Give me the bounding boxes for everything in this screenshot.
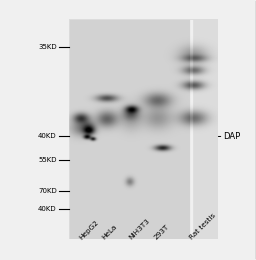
Bar — [218, 1, 255, 259]
Bar — [1, 1, 69, 259]
Text: NIH3T3: NIH3T3 — [127, 218, 151, 241]
Text: 70KD: 70KD — [38, 188, 57, 194]
Text: HeLa: HeLa — [101, 224, 118, 241]
Bar — [1, 1, 255, 19]
Text: Rat testis: Rat testis — [189, 213, 217, 241]
Bar — [1, 239, 255, 259]
Text: 40KD: 40KD — [38, 206, 57, 212]
Text: 40KD: 40KD — [38, 133, 57, 139]
Text: 35KD: 35KD — [38, 44, 57, 50]
Text: HepG2: HepG2 — [78, 219, 100, 241]
Text: 55KD: 55KD — [38, 157, 57, 163]
Text: DAP: DAP — [218, 132, 241, 141]
Text: 293T: 293T — [153, 224, 170, 241]
